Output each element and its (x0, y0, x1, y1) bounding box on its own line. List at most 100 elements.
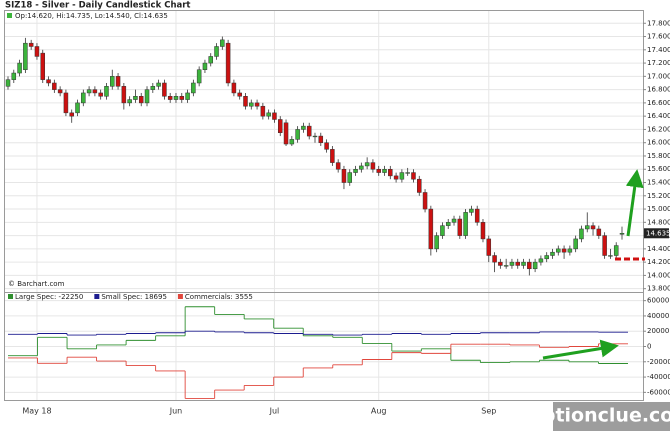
x-tick-label: Sep (481, 407, 496, 416)
candle-body (515, 261, 520, 266)
candle-body (127, 99, 132, 104)
candle-body (422, 192, 428, 210)
y-tick-label: 60000 (647, 297, 669, 305)
candle-body (162, 82, 167, 97)
candle-body (57, 89, 63, 94)
candle-body (341, 168, 347, 183)
candle-body (17, 62, 22, 74)
candle-body (5, 79, 11, 87)
candle-body (608, 255, 613, 257)
legend-swatch (177, 294, 183, 299)
price-panel (4, 10, 644, 293)
candle-body (417, 178, 422, 193)
candle-body (11, 72, 17, 80)
candle-body (283, 122, 289, 145)
legend-label: Small Spec: 18695 (101, 293, 167, 301)
candle-body (573, 238, 578, 250)
candle-body (121, 86, 127, 104)
candle-body (179, 96, 185, 100)
candle-body (312, 135, 318, 138)
y-tick-label: 14.000 (647, 271, 670, 279)
y-tick-label: 16.000 (647, 139, 670, 147)
candle-body (330, 149, 335, 163)
legend-swatch (94, 294, 100, 299)
candle-body (237, 92, 242, 97)
candle-body (86, 89, 92, 94)
y-tick-label: 16.800 (647, 86, 670, 94)
info-icon (7, 13, 12, 18)
candle-body (596, 228, 602, 236)
candle-body (503, 265, 509, 267)
candle-body (492, 255, 497, 263)
candle-body (63, 92, 69, 114)
candle-body (23, 42, 28, 70)
candle-body (301, 125, 306, 130)
candle-body (527, 261, 532, 270)
y-tick-label: 15.000 (647, 205, 670, 213)
candle-body (388, 168, 393, 177)
candle-body (335, 162, 341, 170)
candle-body (561, 248, 567, 253)
x-tick-label: Jun (169, 407, 183, 416)
candle-body (277, 119, 283, 134)
y-tick-label: 15.600 (647, 165, 670, 173)
watermark-box (553, 402, 670, 431)
x-tick-label: May 18 (22, 407, 51, 416)
candle-body (428, 208, 434, 250)
candle-body (191, 82, 196, 94)
candle-body (266, 112, 271, 117)
candle-body (167, 96, 173, 100)
y-tick-label: 17.800 (647, 19, 670, 27)
candle-body (295, 129, 300, 140)
candle-body (156, 82, 161, 87)
y-tick-label: 17.600 (647, 33, 670, 41)
y-tick-label: 17.200 (647, 59, 670, 67)
candle-body (445, 222, 451, 226)
candle-body (405, 172, 410, 174)
candle-body (185, 92, 190, 100)
legend-label: Commercials: 3555 (185, 293, 253, 301)
candle-body (463, 212, 468, 236)
y-tick-label: 17.000 (647, 72, 670, 80)
candle-body (451, 218, 457, 223)
candle-body (46, 79, 51, 84)
y-tick-label: 14.800 (647, 218, 670, 226)
y-tick-label: 16.600 (647, 99, 670, 107)
candle-body (225, 42, 231, 84)
candle-body (498, 261, 503, 266)
candle-body (28, 42, 34, 47)
candle-body (538, 258, 544, 263)
candle-body (399, 172, 405, 180)
candle-body (359, 165, 364, 170)
candle-body (411, 172, 416, 180)
candle-body (196, 69, 202, 84)
y-tick-label: -40000 (647, 373, 670, 381)
candle-body (318, 135, 324, 143)
candle-body (260, 105, 266, 117)
candle-body (254, 102, 260, 107)
ohlc-info: Op:14.620, Hi:14.735, Lo:14.540, Cl:14.6… (15, 12, 168, 20)
candle-body (347, 172, 353, 183)
annotation-arrow (625, 169, 644, 237)
y-tick-label: -60000 (647, 388, 670, 396)
candle-body (382, 168, 387, 173)
candle-body (370, 162, 376, 170)
candle-body (138, 96, 144, 104)
candle-body (289, 139, 295, 145)
candle-body (144, 89, 150, 104)
candle-body (249, 102, 254, 107)
candle-body (457, 218, 463, 236)
candle-body (150, 86, 156, 90)
candle-body (98, 92, 103, 97)
y-tick-label: 16.400 (647, 112, 670, 120)
y-tick-label: 14.200 (647, 258, 670, 266)
candle-body (364, 162, 370, 167)
marks (5, 36, 628, 399)
y-tick-label: 16.200 (647, 125, 670, 133)
candle-body (480, 222, 486, 240)
candle-body (567, 248, 573, 253)
grid (5, 11, 643, 400)
candle-body (115, 76, 121, 87)
candle-body (353, 168, 358, 173)
candle-body (474, 208, 480, 223)
